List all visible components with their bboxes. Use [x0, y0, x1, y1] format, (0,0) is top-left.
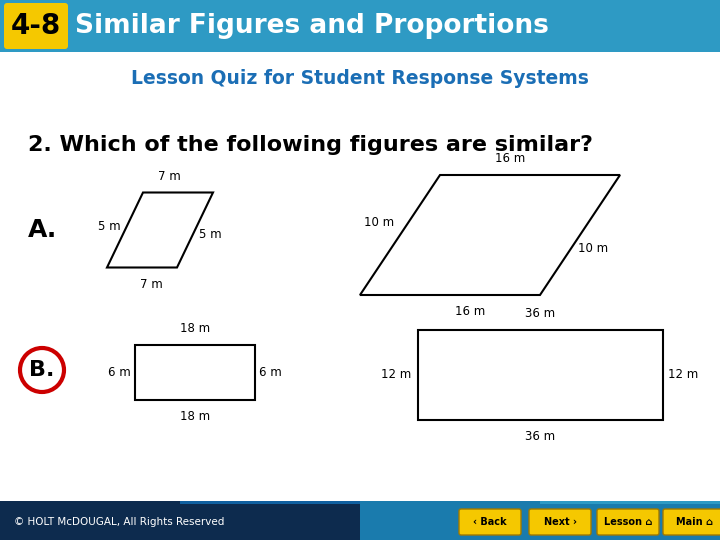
Text: Similar Figures and Proportions: Similar Figures and Proportions: [75, 13, 549, 39]
Bar: [360, 501, 540, 504]
Text: 5 m: 5 m: [199, 227, 222, 240]
Bar: [0, 0, 720, 52]
FancyBboxPatch shape: [663, 509, 720, 535]
Text: Lesson Quiz for Student Response Systems: Lesson Quiz for Student Response Systems: [131, 69, 589, 87]
Bar: [360, 504, 720, 540]
Text: 7 m: 7 m: [140, 278, 163, 291]
Text: 36 m: 36 m: [525, 307, 555, 320]
Text: 5 m: 5 m: [99, 219, 121, 233]
Text: Next ›: Next ›: [544, 517, 577, 527]
Text: 16 m: 16 m: [495, 152, 525, 165]
Bar: [0, 501, 180, 504]
Text: 4-8: 4-8: [11, 12, 61, 40]
Text: 36 m: 36 m: [525, 430, 555, 443]
Text: 10 m: 10 m: [364, 217, 394, 230]
Text: Main ⌂: Main ⌂: [675, 517, 713, 527]
Text: A.: A.: [28, 218, 58, 242]
Text: 12 m: 12 m: [668, 368, 698, 381]
Text: 10 m: 10 m: [578, 242, 608, 255]
Text: 7 m: 7 m: [158, 170, 181, 183]
FancyBboxPatch shape: [4, 3, 68, 49]
Bar: [0, 504, 360, 540]
Text: © HOLT McDOUGAL, All Rights Reserved: © HOLT McDOUGAL, All Rights Reserved: [14, 517, 225, 527]
Text: Lesson ⌂: Lesson ⌂: [604, 517, 652, 527]
Text: 16 m: 16 m: [455, 305, 485, 318]
Bar: [540, 501, 720, 504]
Text: 18 m: 18 m: [180, 409, 210, 422]
Text: 12 m: 12 m: [382, 368, 412, 381]
FancyBboxPatch shape: [529, 509, 591, 535]
Bar: [180, 501, 360, 504]
Text: B.: B.: [30, 360, 55, 380]
FancyBboxPatch shape: [459, 509, 521, 535]
Text: 2. Which of the following figures are similar?: 2. Which of the following figures are si…: [28, 135, 593, 155]
Text: ‹ Back: ‹ Back: [473, 517, 507, 527]
Text: 6 m: 6 m: [108, 366, 131, 379]
Text: 18 m: 18 m: [180, 321, 210, 334]
Text: 6 m: 6 m: [259, 366, 282, 379]
FancyBboxPatch shape: [597, 509, 659, 535]
